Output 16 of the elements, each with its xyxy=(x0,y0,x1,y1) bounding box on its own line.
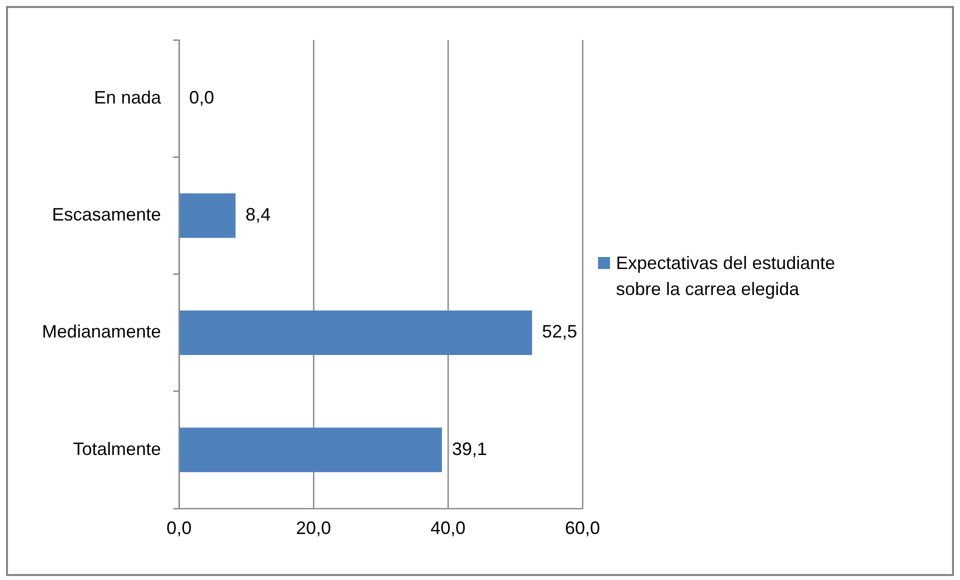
y-tick-label: Totalmente xyxy=(73,438,162,459)
y-tick-label: En nada xyxy=(94,88,162,108)
y-tick-label: Medianamente xyxy=(42,322,162,342)
x-tick-label: 40,0 xyxy=(430,518,466,538)
bar xyxy=(180,310,532,355)
y-tick-label: Escasamente xyxy=(52,204,162,225)
bar xyxy=(180,428,442,472)
x-tick-label: 0,0 xyxy=(166,518,192,538)
x-tick-label: 20,0 xyxy=(296,518,332,538)
data-label: 0,0 xyxy=(189,88,214,108)
data-label: 8,4 xyxy=(246,204,271,225)
data-label: 39,1 xyxy=(452,438,488,459)
data-label: 52,5 xyxy=(542,322,578,342)
x-tick-label: 60,0 xyxy=(564,518,600,538)
bar xyxy=(180,193,236,238)
legend-label: Expectativas del estudiante sobre la carrea elegida xyxy=(616,252,836,301)
